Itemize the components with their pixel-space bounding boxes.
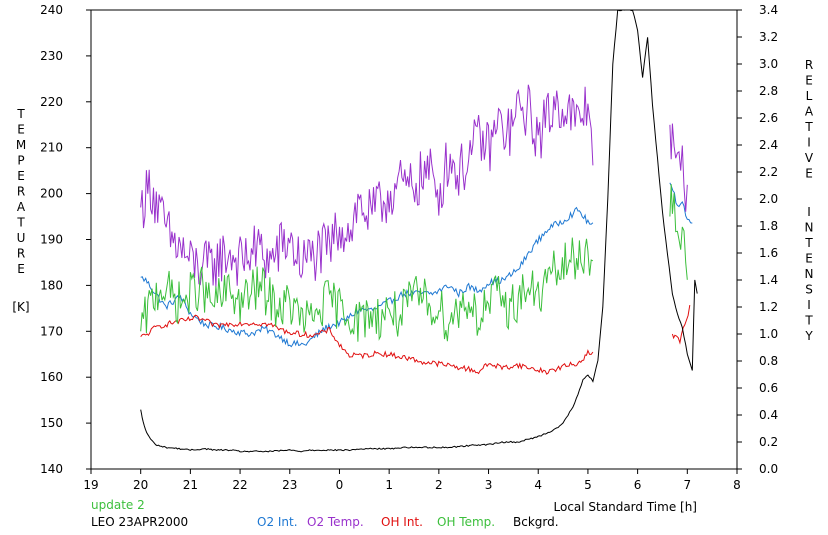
y-right-tick-label: 1.6	[759, 246, 778, 260]
series-line-oh-int	[671, 305, 691, 345]
x-tick-label: 0	[336, 478, 344, 492]
y-left-tick-label: 170	[40, 324, 63, 338]
y-right-label-letter: E	[805, 252, 813, 266]
y-right-tick-label: 2.0	[759, 192, 778, 206]
y-right-label-letter: L	[806, 89, 813, 103]
x-axis-title: Local Standard Time [h]	[554, 500, 697, 514]
y-right-label-letter: V	[805, 151, 814, 165]
y-left-tick-label: 190	[40, 233, 63, 247]
series-line-oh-int	[140, 314, 594, 375]
y-right-label-letter: N	[805, 221, 814, 235]
y-right-label-letter: E	[805, 167, 813, 181]
y-right-tick-label: 0.6	[759, 381, 778, 395]
x-tick-label: 20	[133, 478, 148, 492]
y-right-tick-label: 1.0	[759, 327, 778, 341]
y-left-tick-label: 180	[40, 278, 63, 292]
y-left-label-letter: A	[17, 200, 26, 214]
legend-entry: O2 Temp.	[307, 515, 364, 529]
station-date-note: LEO 23APR2000	[91, 515, 188, 529]
y-left-tick-label: 150	[40, 416, 63, 430]
y-right-tick-label: 0.0	[759, 462, 778, 476]
y-right-tick-label: 1.2	[759, 300, 778, 314]
series-line-o2-int	[669, 182, 693, 224]
legend-entry: OH Temp.	[437, 515, 495, 529]
y-left-tick-label: 220	[40, 95, 63, 109]
legend: O2 Int. O2 Temp. OH Int. OH Temp. Bckgrd.	[257, 515, 559, 529]
y-left-tick-label: 200	[40, 187, 63, 201]
x-tick-label: 23	[282, 478, 297, 492]
y-right-label-letter: I	[807, 205, 811, 219]
x-tick-label: 5	[584, 478, 592, 492]
y-right-label-letter: R	[805, 58, 813, 72]
y-left-label-letter: U	[17, 231, 26, 245]
y-left-label-letter: E	[17, 123, 25, 137]
x-tick-label: 3	[485, 478, 493, 492]
y-left-label-letter: T	[16, 107, 25, 121]
y-right-tick-label: 2.2	[759, 165, 778, 179]
x-tick-label: 21	[183, 478, 198, 492]
y-left-label-letter: M	[16, 138, 26, 152]
y-left-axis: 140 150 160 170 180 190 200 210 220 230 240	[40, 3, 91, 476]
x-tick-label: 7	[683, 478, 691, 492]
x-tick-label: 1	[385, 478, 393, 492]
y-left-label-letter: P	[17, 154, 24, 168]
series-line-oh-temp	[669, 184, 688, 280]
y-right-tick-label: 3.4	[759, 3, 778, 17]
y-left-tick-label: 230	[40, 49, 63, 63]
y-right-tick-label: 0.8	[759, 354, 778, 368]
legend-entry: Bckgrd.	[513, 515, 559, 529]
y-right-axis: 0.0 0.2 0.4 0.6 0.8 1.0 1.2 1.4 1.6 1.8 2.0 2.2 2.4 2…	[737, 3, 778, 476]
y-left-tick-label: 240	[40, 3, 63, 17]
update-note: update 2	[91, 498, 145, 512]
y-right-label-letter: T	[804, 120, 813, 134]
y-right-tick-label: 0.4	[759, 408, 778, 422]
y-right-tick-label: 1.8	[759, 219, 778, 233]
y-right-label-letter: E	[805, 74, 813, 88]
y-left-label-unit: [K]	[12, 300, 29, 314]
x-tick-label: 6	[634, 478, 642, 492]
series-line-bckgrd	[140, 10, 698, 453]
x-axis: 19 20 21 22 23 0 1 2 3 4 5 6 7 8	[83, 469, 741, 492]
y-right-tick-label: 1.4	[759, 273, 778, 287]
y-right-tick-label: 0.2	[759, 435, 778, 449]
y-right-tick-label: 2.6	[759, 111, 778, 125]
y-left-label-letter: T	[16, 216, 25, 230]
series-line-o2-temp	[669, 123, 688, 212]
series-line-oh-temp	[140, 237, 594, 342]
y-right-label-letter: N	[805, 267, 814, 281]
y-left-tick-label: 140	[40, 462, 63, 476]
y-left-label-letter: R	[17, 247, 25, 261]
y-right-label-letter: Y	[804, 329, 813, 343]
y-right-label-letter: I	[807, 136, 811, 150]
series-line-o2-int	[140, 206, 594, 348]
y-left-label-letter: E	[17, 169, 25, 183]
y-right-tick-label: 2.8	[759, 84, 778, 98]
x-tick-label: 19	[83, 478, 98, 492]
series-line-o2-temp	[140, 84, 594, 288]
y-right-tick-label: 3.0	[759, 57, 778, 71]
y-left-label-letter: E	[17, 262, 25, 276]
legend-entry: O2 Int.	[257, 515, 298, 529]
y-right-tick-label: 3.2	[759, 30, 778, 44]
y-right-tick-label: 2.4	[759, 138, 778, 152]
x-tick-label: 2	[435, 478, 443, 492]
y-right-label-letter: I	[807, 298, 811, 312]
legend-entry: OH Int.	[381, 515, 423, 529]
y-left-label-letter: R	[17, 185, 25, 199]
y-left-tick-label: 160	[40, 370, 63, 384]
y-right-label-letter: S	[805, 283, 813, 297]
y-left-tick-label: 210	[40, 141, 63, 155]
x-tick-label: 22	[232, 478, 247, 492]
y-right-label-letter: T	[804, 236, 813, 250]
x-tick-label: 4	[534, 478, 542, 492]
x-tick-label: 8	[733, 478, 741, 492]
y-right-label-letter: T	[804, 314, 813, 328]
plot-frame	[90, 9, 738, 470]
series-group	[140, 10, 698, 453]
y-right-label-letter: A	[805, 105, 814, 119]
